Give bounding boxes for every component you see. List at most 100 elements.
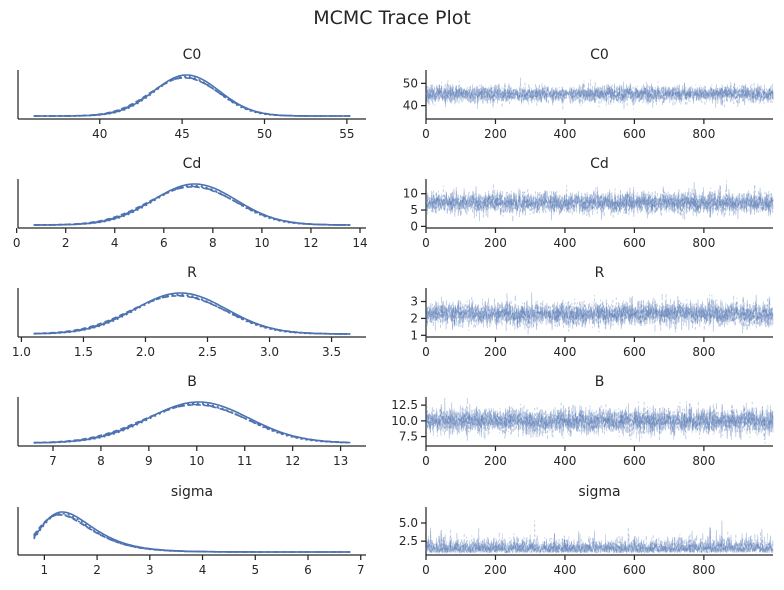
x-tick-label: 800	[692, 454, 715, 468]
y-tick-label: 2.5	[399, 534, 418, 548]
figure-title: MCMC Trace Plot	[313, 7, 471, 29]
trace-line-chain-1	[425, 292, 774, 332]
trace-line-chain-3	[425, 520, 774, 555]
kde-line-chain-3	[33, 402, 351, 444]
y-tick-label: 2	[410, 311, 418, 325]
x-tick-label: 13	[333, 454, 348, 468]
trace-line-chain-2	[425, 185, 774, 223]
kde-line-chain-2	[33, 186, 351, 226]
density-panel-cd: Cd 0 2 4 6 8 10 12 14	[13, 156, 368, 250]
trace-panel-b: B 0 200 400 600 800 7.5 10.0 12.5	[391, 374, 774, 468]
x-tick-label: 0	[422, 127, 430, 141]
x-tick-label: 6	[160, 236, 168, 250]
x-tick-label: 10	[254, 236, 269, 250]
kde-line-chain-1	[33, 511, 351, 553]
x-tick-label: 1	[41, 563, 49, 577]
x-tick-label: 800	[692, 563, 715, 577]
x-tick-label: 3	[146, 563, 154, 577]
x-tick-label: 400	[553, 454, 576, 468]
x-tick-label: 400	[553, 563, 576, 577]
x-tick-label: 600	[623, 236, 646, 250]
x-tick-label: 4	[199, 563, 207, 577]
density-panel-b: B 7 8 9 10 11 12 13	[17, 374, 366, 468]
y-tick-label: 12.5	[391, 398, 418, 412]
trace-title: sigma	[578, 484, 620, 500]
x-tick-label: 9	[145, 454, 153, 468]
density-title: C0	[183, 47, 202, 63]
density-title: B	[187, 374, 197, 390]
x-tick-label: 800	[692, 127, 715, 141]
x-tick-label: 1.5	[74, 345, 93, 359]
x-tick-label: 6	[304, 563, 312, 577]
trace-line-chain-4	[425, 397, 774, 444]
x-tick-label: 0	[422, 454, 430, 468]
density-panel-r: R 1.0 1.5 2.0 2.5 3.0 3.5	[12, 265, 366, 359]
x-tick-label: 12	[303, 236, 318, 250]
trace-line-chain-3	[425, 79, 774, 109]
trace-title: Cd	[590, 156, 609, 172]
trace-title: B	[595, 374, 605, 390]
density-title: sigma	[171, 484, 213, 500]
kde-line-chain-4	[33, 185, 351, 226]
x-tick-label: 800	[692, 345, 715, 359]
x-tick-label: 10	[189, 454, 204, 468]
x-tick-label: 400	[553, 345, 576, 359]
y-tick-label: 10	[403, 187, 418, 201]
kde-line-chain-4	[33, 76, 351, 117]
trace-line-chain-2	[425, 527, 774, 555]
x-tick-label: 40	[92, 127, 107, 141]
kde-line-chain-4	[33, 513, 351, 553]
y-tick-label: 10.0	[391, 414, 418, 428]
x-tick-label: 400	[553, 127, 576, 141]
trace-line-chain-3	[425, 183, 774, 218]
kde-line-chain-3	[33, 184, 351, 226]
trace-line-chain-2	[425, 292, 774, 335]
x-tick-label: 8	[209, 236, 217, 250]
x-tick-label: 45	[174, 127, 189, 141]
y-tick-label: 3	[410, 295, 418, 309]
y-tick-label: 40	[403, 99, 418, 113]
kde-line-chain-3	[33, 75, 351, 117]
trace-line-chain-1	[425, 182, 774, 221]
x-tick-label: 600	[623, 345, 646, 359]
kde-line-chain-2	[33, 404, 351, 444]
trace-title: C0	[590, 47, 609, 63]
x-tick-label: 600	[623, 563, 646, 577]
x-tick-label: 7	[357, 563, 365, 577]
trace-line-chain-1	[425, 81, 774, 109]
x-tick-label: 4	[111, 236, 119, 250]
x-tick-label: 50	[257, 127, 272, 141]
x-tick-label: 0	[422, 345, 430, 359]
x-tick-label: 7	[49, 454, 57, 468]
x-tick-label: 2.5	[198, 345, 217, 359]
trace-line-chain-4	[425, 527, 774, 554]
trace-line-chain-1	[425, 520, 774, 554]
x-tick-label: 2	[93, 563, 101, 577]
x-tick-label: 2	[62, 236, 70, 250]
kde-line-chain-4	[33, 403, 351, 444]
x-tick-label: 600	[623, 127, 646, 141]
x-tick-label: 3.5	[322, 345, 341, 359]
trace-line-chain-4	[425, 293, 774, 333]
trace-panel-cd: Cd 0 200 400 600 800 0 5 10	[403, 156, 774, 250]
density-panel-c0: C0 40 45 50 55	[17, 47, 366, 141]
x-tick-label: 1.0	[12, 345, 31, 359]
trace-line-chain-2	[425, 401, 774, 442]
y-tick-label: 1	[410, 328, 418, 342]
x-tick-label: 200	[484, 236, 507, 250]
trace-line-chain-4	[425, 76, 774, 110]
trace-panel-sigma: sigma 0 200 400 600 800 2.5 5.0	[399, 484, 774, 577]
x-tick-label: 600	[623, 454, 646, 468]
trace-panel-c0: C0 0 200 400 600 800 40 50	[403, 47, 774, 141]
kde-line-chain-1	[33, 401, 351, 444]
x-tick-label: 0	[13, 236, 21, 250]
y-tick-label: 7.5	[399, 430, 418, 444]
x-tick-label: 0	[422, 236, 430, 250]
x-tick-label: 3.0	[260, 345, 279, 359]
trace-line-chain-4	[425, 180, 774, 221]
kde-line-chain-3	[33, 293, 351, 335]
x-tick-label: 55	[339, 127, 354, 141]
trace-panel-r: R 0 200 400 600 800 1 2 3	[410, 265, 774, 359]
trace-line-chain-2	[425, 80, 774, 110]
kde-line-chain-4	[33, 294, 351, 335]
